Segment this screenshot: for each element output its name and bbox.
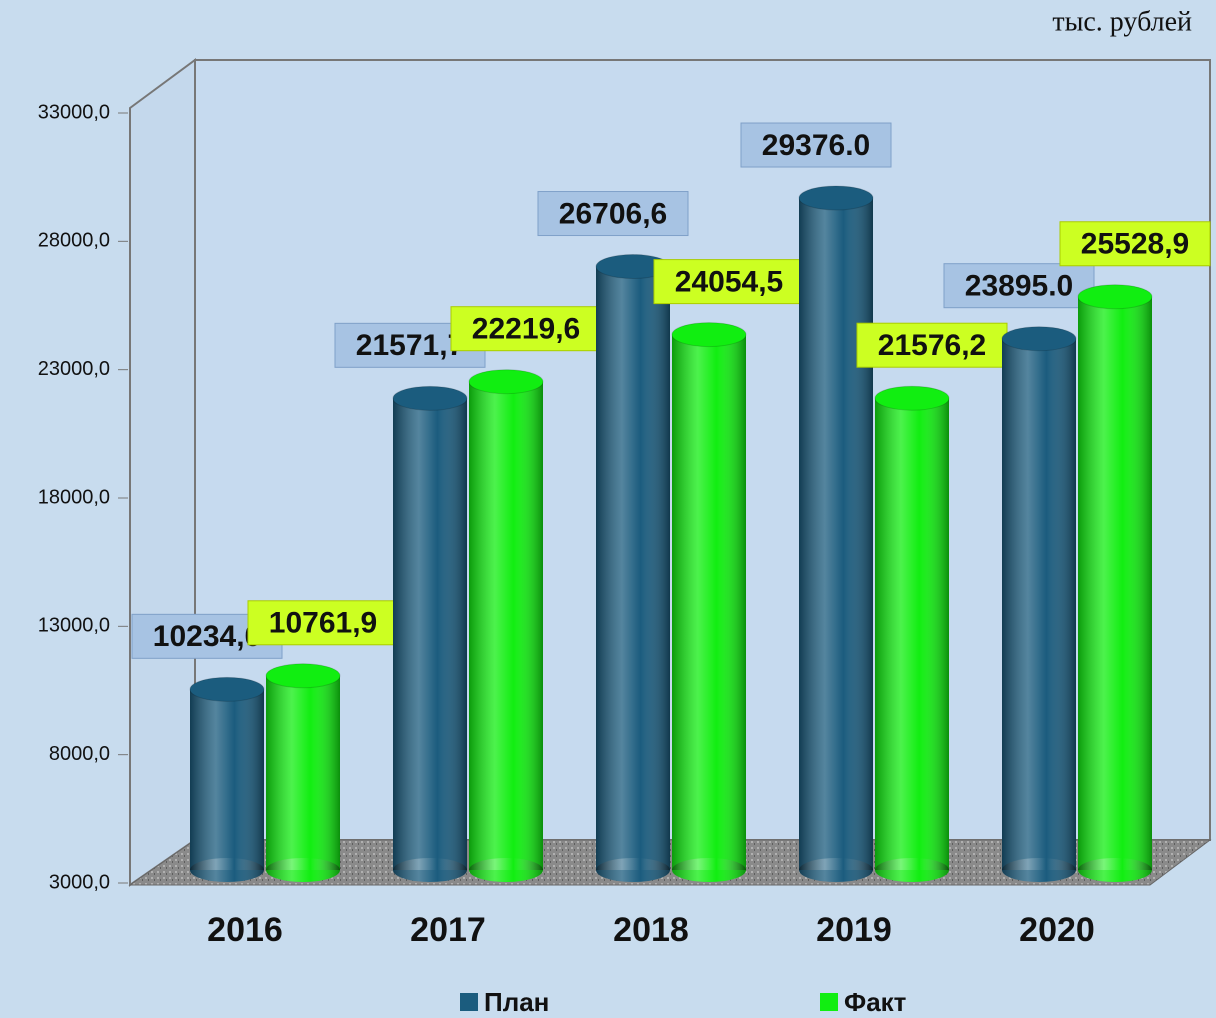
- x-tick-label: 2016: [207, 911, 283, 949]
- value-label: 10234,0: [153, 620, 261, 653]
- value-label: 24054,5: [675, 266, 783, 299]
- x-tick-label: 2020: [1019, 911, 1095, 949]
- y-tick-label: 18000,0: [38, 486, 110, 508]
- bar-top: [265, 663, 341, 689]
- y-tick-label: 28000,0: [38, 230, 110, 252]
- bar-top: [392, 385, 468, 411]
- value-label-box: [450, 306, 602, 352]
- bar-base-shading: [190, 858, 264, 882]
- side-wall: [129, 58, 196, 887]
- y-tick-label: 23000,0: [38, 358, 110, 380]
- value-label-box: [537, 191, 689, 237]
- bar-top: [798, 185, 874, 211]
- legend-swatch: [820, 993, 838, 1011]
- y-tick-label: 8000,0: [49, 743, 110, 765]
- bar-base-shading: [266, 858, 340, 882]
- bar-shading: [596, 266, 670, 870]
- bar-base-shading: [672, 858, 746, 882]
- value-label: 10761,9: [269, 607, 377, 640]
- bar-shading: [469, 381, 543, 870]
- bar-base-shading: [469, 858, 543, 882]
- value-label: 21576,2: [878, 329, 986, 362]
- x-tick-label: 2019: [816, 911, 892, 949]
- x-tick-label: 2018: [613, 911, 689, 949]
- legend-swatch: [460, 993, 478, 1011]
- bar-shading: [1002, 338, 1076, 870]
- bar-shading: [1078, 296, 1152, 870]
- bar-shading: [393, 398, 467, 870]
- value-label: 26706,6: [559, 197, 667, 230]
- bar-top: [1077, 284, 1153, 310]
- value-label: 22219,6: [472, 313, 580, 346]
- value-label: 21571,7: [356, 329, 464, 362]
- value-label: 25528,9: [1081, 228, 1189, 261]
- legend-label: План: [484, 987, 549, 1017]
- y-tick-label: 33000,0: [38, 101, 110, 123]
- value-label: 23895.0: [965, 270, 1073, 303]
- bar-top: [874, 385, 950, 411]
- value-label-box: [740, 122, 892, 168]
- bar-shading: [672, 334, 746, 870]
- value-label-box: [943, 263, 1095, 309]
- bar-top: [1001, 326, 1077, 352]
- value-label-box: [247, 600, 399, 646]
- bar-shading: [266, 675, 340, 870]
- value-label-box: [653, 259, 805, 305]
- bar-top: [671, 322, 747, 348]
- bar-base-shading: [596, 858, 670, 882]
- bar-base-shading: [393, 858, 467, 882]
- bar-shading: [875, 398, 949, 870]
- bar-shading: [190, 689, 264, 870]
- unit-label: тыс. рублей: [1052, 6, 1192, 37]
- y-tick-label: 3000,0: [49, 871, 110, 893]
- value-label-box: [856, 322, 1008, 368]
- bar-base-shading: [875, 858, 949, 882]
- y-tick-label: 13000,0: [38, 615, 110, 637]
- legend-label: Факт: [844, 987, 907, 1017]
- value-label-box: [1059, 221, 1211, 267]
- value-label: 29376.0: [762, 129, 870, 162]
- bar-top: [189, 676, 265, 702]
- bar-shading: [799, 198, 873, 871]
- x-tick-label: 2017: [410, 911, 486, 949]
- bar-top: [468, 369, 544, 395]
- bar-base-shading: [1002, 858, 1076, 882]
- bar-base-shading: [1078, 858, 1152, 882]
- bar-base-shading: [799, 858, 873, 882]
